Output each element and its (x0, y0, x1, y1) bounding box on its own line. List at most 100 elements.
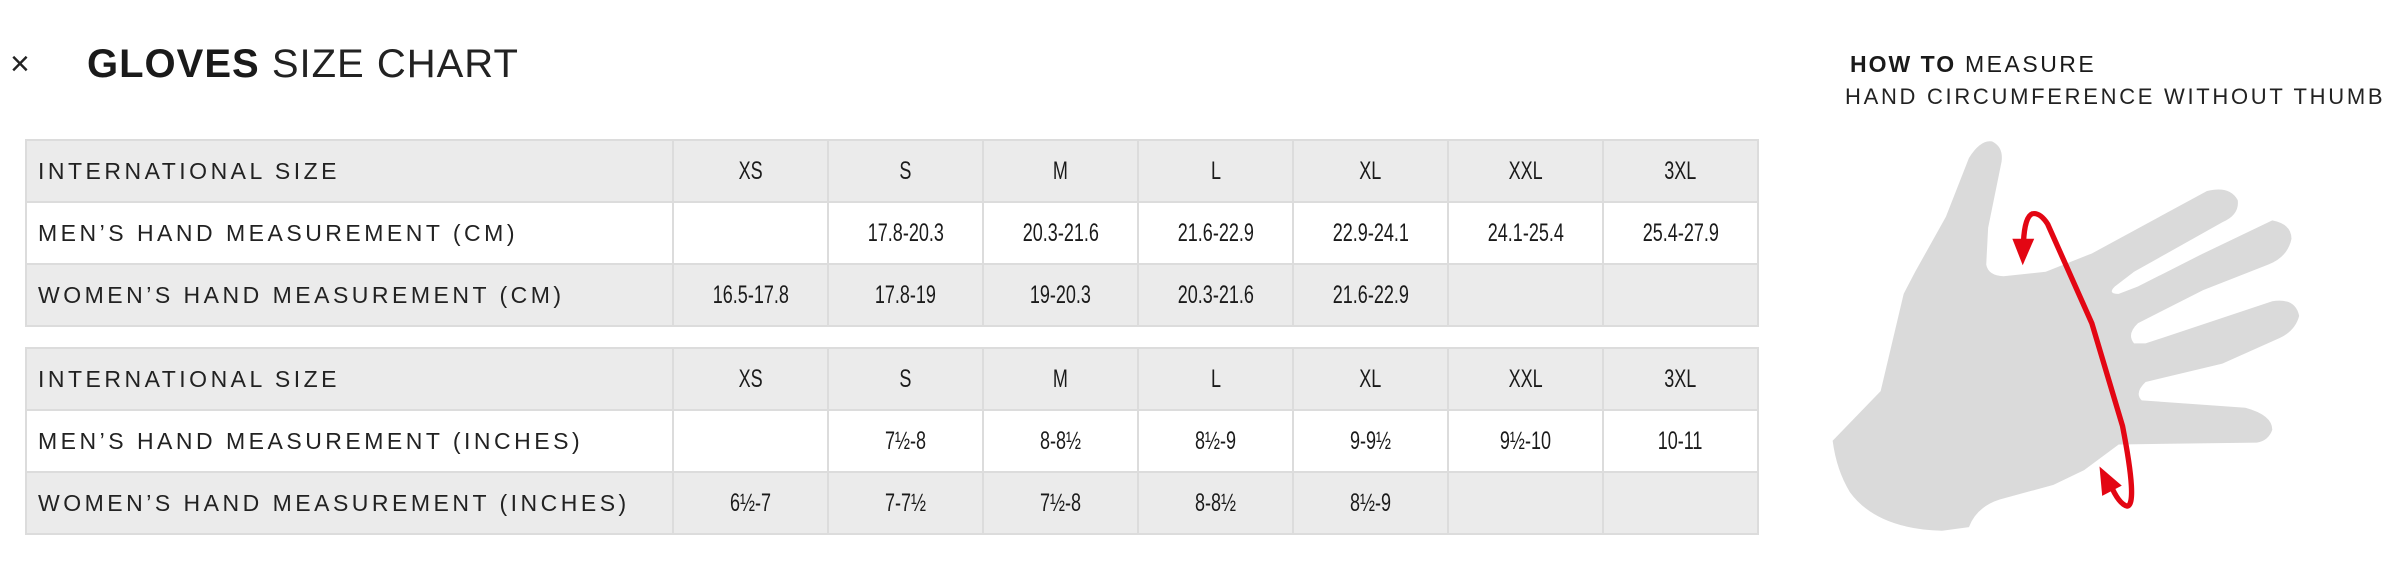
cell-value: 10-11 (1658, 426, 1703, 455)
table-cell: 20.3-21.6 (982, 201, 1139, 265)
table-cell (1602, 263, 1759, 327)
cell-value: XXL (1508, 156, 1543, 185)
close-icon[interactable]: × (10, 45, 30, 83)
table-cell: XL (1292, 347, 1449, 411)
cell-value: S (899, 364, 912, 393)
hand-icon (1832, 141, 2300, 531)
table-cell: 7-7½ (827, 471, 984, 535)
table-row: MEN’S HAND MEASUREMENT (CM) 17.8-20.3 20.3… (25, 201, 1759, 265)
table-cell: 16.5-17.8 (672, 263, 829, 327)
cell-value: 21.6-22.9 (1332, 280, 1409, 309)
cell-value: 20.3-21.6 (1022, 218, 1099, 247)
table-cell: S (827, 139, 984, 203)
cell-value: 8-8½ (1039, 426, 1082, 455)
cell-value: 8½-9 (1194, 426, 1237, 455)
row-label: WOMEN’S HAND MEASUREMENT (CM) (25, 263, 674, 327)
row-label: WOMEN’S HAND MEASUREMENT (INCHES) (25, 471, 674, 535)
size-table-inches: INTERNATIONAL SIZE XS S M L XL XXL 3XL MEN’S HAN… (25, 347, 1759, 535)
page-title: GLOVES SIZE CHART (87, 40, 519, 88)
row-label: MEN’S HAND MEASUREMENT (INCHES) (25, 409, 674, 473)
cell-value: M (1052, 156, 1068, 185)
header-row: INTERNATIONAL SIZE XS S M L XL XXL 3XL (25, 139, 1759, 203)
cell-value: L (1210, 364, 1221, 393)
arrow-up-icon (2099, 466, 2122, 496)
cell-value: 21.6-22.9 (1177, 218, 1254, 247)
table-cell: 3XL (1602, 139, 1759, 203)
cell-value: 16.5-17.8 (712, 280, 789, 309)
table-cell: XXL (1447, 347, 1604, 411)
table-cell: M (982, 347, 1139, 411)
table-cell: 21.6-22.9 (1292, 263, 1449, 327)
how-to-subtitle: HAND CIRCUMFERENCE WITHOUT THUMB (1845, 84, 2386, 109)
table-cell: 17.8-20.3 (827, 201, 984, 265)
cell-value: XL (1359, 364, 1382, 393)
header-row: INTERNATIONAL SIZE XS S M L XL XXL 3XL (25, 347, 1759, 411)
row-label: INTERNATIONAL SIZE (25, 347, 674, 411)
table-cell (1447, 471, 1604, 535)
table-cell: 10-11 (1602, 409, 1759, 473)
cell-value: 24.1-25.4 (1487, 218, 1564, 247)
table-cell: 8½-9 (1137, 409, 1294, 473)
cell-value: 6½-7 (729, 488, 772, 517)
cell-value: M (1052, 364, 1068, 393)
table-cell: 21.6-22.9 (1137, 201, 1294, 265)
cell-value: L (1210, 156, 1221, 185)
table-cell: 8-8½ (1137, 471, 1294, 535)
size-table-cm: INTERNATIONAL SIZE XS S M L XL XXL 3XL MEN’S HAN… (25, 139, 1759, 327)
table-row: WOMEN’S HAND MEASUREMENT (INCHES) 6½-7 7-7… (25, 471, 1759, 535)
cell-value: 20.3-21.6 (1177, 280, 1254, 309)
cell-value: 9-9½ (1349, 426, 1392, 455)
cell-value: 8½-9 (1349, 488, 1392, 517)
table-cell: XXL (1447, 139, 1604, 203)
table-row: WOMEN’S HAND MEASUREMENT (CM) 16.5-17.8 17… (25, 263, 1759, 327)
table-cell: 7½-8 (827, 409, 984, 473)
table-cell: 20.3-21.6 (1137, 263, 1294, 327)
cell-value: XS (738, 364, 763, 393)
cell-value: 7½-8 (1039, 488, 1082, 517)
table-cell: XL (1292, 139, 1449, 203)
measure-loop-icon (2020, 211, 2135, 509)
cell-value: 19-20.3 (1029, 280, 1092, 309)
row-label: INTERNATIONAL SIZE (25, 139, 674, 203)
title-bold: GLOVES (87, 42, 260, 86)
table-cell: 19-20.3 (982, 263, 1139, 327)
title-light: SIZE CHART (271, 42, 519, 86)
cell-value: 8-8½ (1194, 488, 1237, 517)
table-cell: L (1137, 347, 1294, 411)
table-cell: 9-9½ (1292, 409, 1449, 473)
table-cell: S (827, 347, 984, 411)
table-cell: 8-8½ (982, 409, 1139, 473)
table-row: MEN’S HAND MEASUREMENT (INCHES) 7½-8 8-8½ 8… (25, 409, 1759, 473)
cell-value: XS (738, 156, 763, 185)
hand-measure-illustration (1832, 141, 2300, 531)
cell-value: 3XL (1664, 156, 1697, 185)
table-cell (1447, 263, 1604, 327)
table-cell: 24.1-25.4 (1447, 201, 1604, 265)
cell-value: 17.8-20.3 (867, 218, 944, 247)
table-cell: 17.8-19 (827, 263, 984, 327)
table-cell (672, 201, 829, 265)
how-to-heading: HOW TO MEASURE (1850, 50, 2096, 78)
table-cell (672, 409, 829, 473)
cell-value: 22.9-24.1 (1332, 218, 1409, 247)
cell-value: 17.8-19 (874, 280, 937, 309)
table-cell: M (982, 139, 1139, 203)
cell-value: XL (1359, 156, 1382, 185)
cell-value: 25.4-27.9 (1642, 218, 1719, 247)
cell-value: S (899, 156, 912, 185)
table-cell: 25.4-27.9 (1602, 201, 1759, 265)
table-cell: 8½-9 (1292, 471, 1449, 535)
cell-value: 9½-10 (1499, 426, 1552, 455)
table-cell: L (1137, 139, 1294, 203)
table-cell (1602, 471, 1759, 535)
table-cell: 3XL (1602, 347, 1759, 411)
cell-value: XXL (1508, 364, 1543, 393)
table-cell: 9½-10 (1447, 409, 1604, 473)
how-to-light: MEASURE (1965, 51, 2097, 77)
cell-value: 3XL (1664, 364, 1697, 393)
cell-value: 7-7½ (884, 488, 927, 517)
arrow-down-icon (2012, 238, 2035, 266)
table-cell: XS (672, 139, 829, 203)
table-cell: 7½-8 (982, 471, 1139, 535)
table-cell: 22.9-24.1 (1292, 201, 1449, 265)
